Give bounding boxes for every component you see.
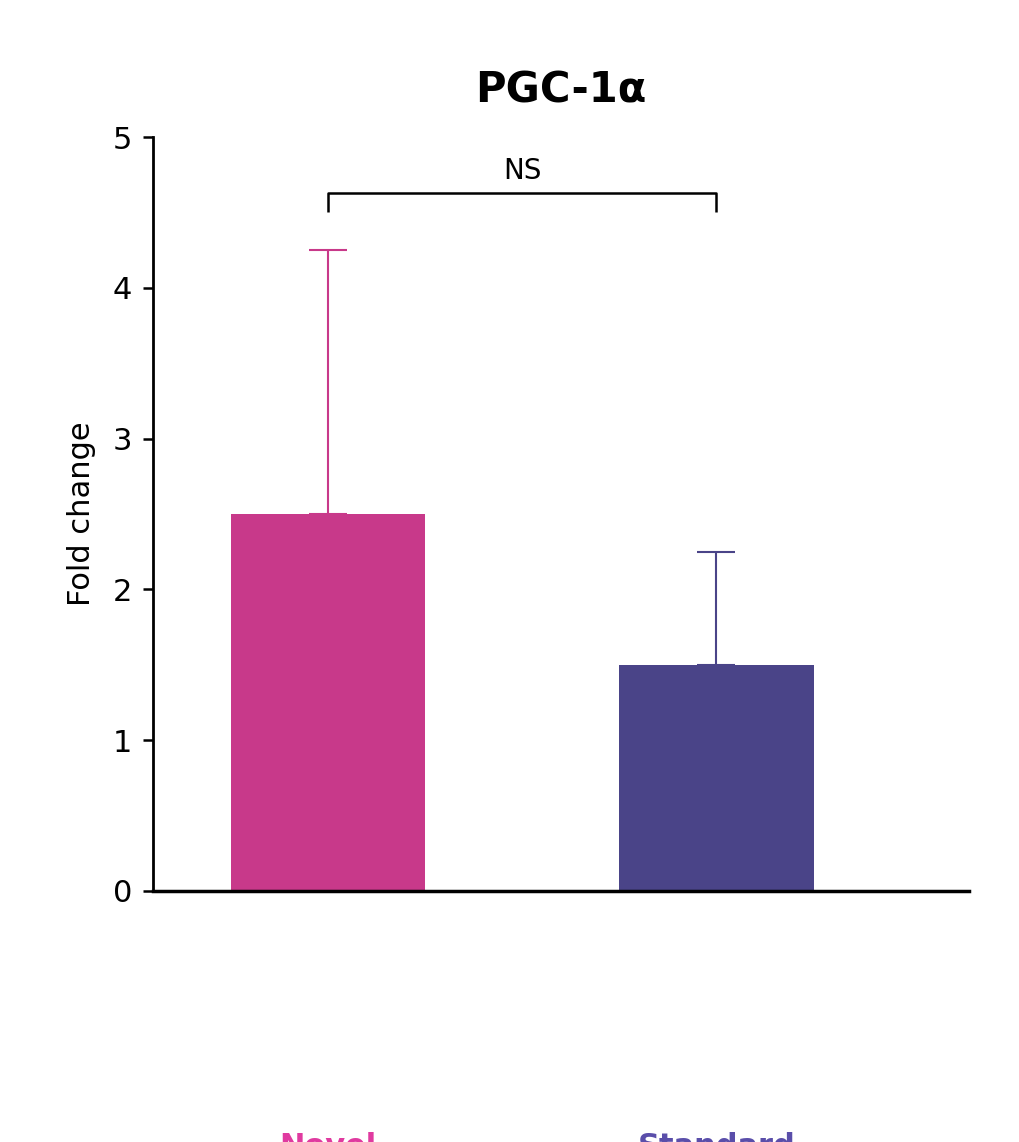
Bar [230,514,425,891]
Text: Standard: Standard [637,1132,795,1142]
Text: Novel: Novel [279,1132,376,1142]
Text: NS: NS [502,158,541,185]
Bar [619,665,813,891]
Y-axis label: Fold change: Fold change [67,421,96,606]
Title: PGC-1α: PGC-1α [475,70,646,111]
